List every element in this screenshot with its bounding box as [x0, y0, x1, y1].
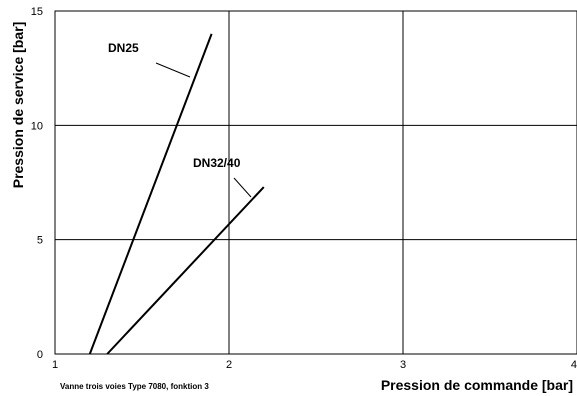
x-tick-label: 3 [400, 359, 406, 371]
x-axis-title: Pression de commande [bar] [381, 377, 573, 393]
series-leader-line-2 [233, 177, 252, 198]
plot-frame [54, 10, 577, 355]
y-tick-label: 15 [31, 6, 43, 18]
series-label-2: DN32/40 [193, 156, 241, 170]
series-label-1: DN25 [108, 41, 139, 55]
y-axis-title: Pression de service [bar] [10, 22, 26, 189]
grid [55, 11, 577, 354]
series-lines [88, 33, 265, 355]
tick-labels: 1 2 3 4 0 5 10 15 [31, 6, 577, 371]
series-leader-line-1 [155, 62, 191, 78]
series-line-1 [88, 33, 213, 355]
y-tick-label: 5 [37, 235, 43, 247]
series-callouts: DN25 DN32/40 [108, 41, 252, 198]
x-tick-label: 2 [226, 359, 232, 371]
y-tick-label: 10 [31, 120, 43, 132]
chart-footnote: Vanne trois voies Type 7080, fonktion 3 [60, 382, 209, 391]
x-tick-label: 4 [571, 359, 577, 371]
series-line-2 [106, 186, 265, 355]
y-tick-label: 0 [37, 349, 43, 361]
x-tick-label: 1 [52, 359, 58, 371]
